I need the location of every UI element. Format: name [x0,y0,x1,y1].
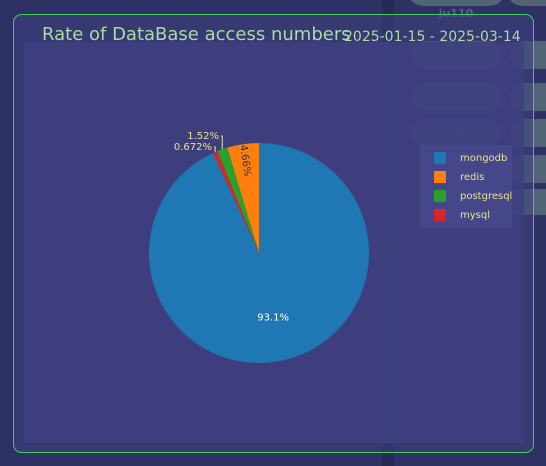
slice-label: 93.1% [257,312,289,323]
legend-swatch [434,171,446,183]
legend-label: redis [460,172,484,183]
leader-line [214,146,216,153]
slice-label: 0.672% [174,142,212,153]
pie-slice [213,151,259,253]
legend-swatch [434,190,446,202]
legend-label: mongodb [460,153,507,164]
leader-line [221,135,223,150]
legend-swatch [434,209,446,221]
background-button [411,0,502,6]
pie-slice [217,147,259,253]
legend-label: postgresql [460,191,512,202]
pie-slice [227,143,259,253]
slice-label: 4.66% [237,144,253,177]
chart-title: Rate of DataBase access numbers [42,24,351,45]
legend-swatch [434,152,446,164]
background-button [510,0,546,6]
slice-label: 1.52% [187,131,219,142]
date-range: 2025-01-15 - 2025-03-14 [344,29,521,45]
legend-label: mysql [460,210,490,221]
